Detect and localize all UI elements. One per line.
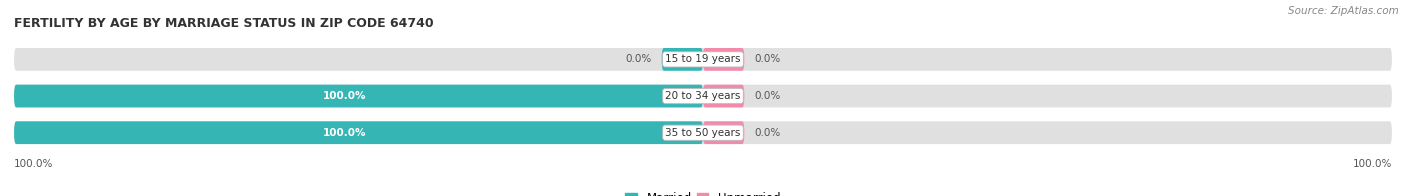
FancyBboxPatch shape xyxy=(14,48,1392,71)
FancyBboxPatch shape xyxy=(14,121,1392,144)
Text: 35 to 50 years: 35 to 50 years xyxy=(665,128,741,138)
Text: 0.0%: 0.0% xyxy=(755,91,780,101)
Text: 100.0%: 100.0% xyxy=(14,160,53,170)
FancyBboxPatch shape xyxy=(703,121,744,144)
Text: FERTILITY BY AGE BY MARRIAGE STATUS IN ZIP CODE 64740: FERTILITY BY AGE BY MARRIAGE STATUS IN Z… xyxy=(14,17,433,30)
Text: Source: ZipAtlas.com: Source: ZipAtlas.com xyxy=(1288,6,1399,16)
FancyBboxPatch shape xyxy=(14,121,703,144)
Legend: Married, Unmarried: Married, Unmarried xyxy=(620,187,786,196)
Text: 0.0%: 0.0% xyxy=(755,128,780,138)
Text: 100.0%: 100.0% xyxy=(323,128,367,138)
FancyBboxPatch shape xyxy=(14,85,703,107)
FancyBboxPatch shape xyxy=(14,85,1392,107)
Text: 0.0%: 0.0% xyxy=(755,54,780,64)
FancyBboxPatch shape xyxy=(662,48,703,71)
Text: 100.0%: 100.0% xyxy=(323,91,367,101)
FancyBboxPatch shape xyxy=(703,48,744,71)
Text: 100.0%: 100.0% xyxy=(1353,160,1392,170)
Text: 15 to 19 years: 15 to 19 years xyxy=(665,54,741,64)
Text: 20 to 34 years: 20 to 34 years xyxy=(665,91,741,101)
Text: 0.0%: 0.0% xyxy=(626,54,651,64)
FancyBboxPatch shape xyxy=(703,85,744,107)
